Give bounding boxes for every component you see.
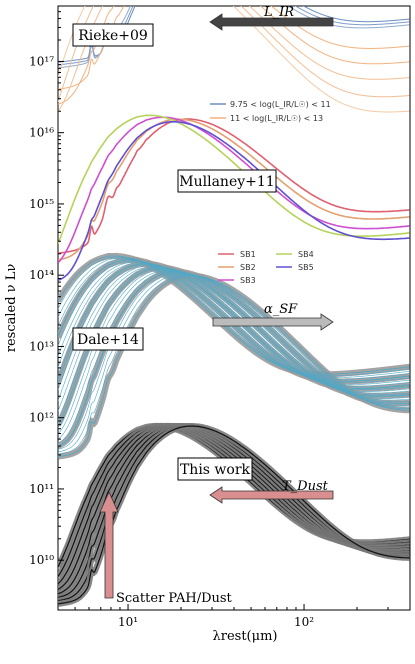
panel-1-series-1 (58, 118, 410, 261)
tdust-arrow (209, 486, 334, 504)
scatter-annotation: Scatter PAH/Dust (116, 591, 233, 606)
legend-label: SB2 (240, 263, 256, 272)
arrow-label: α_SF (264, 302, 298, 317)
y-tick-label: 10¹⁴ (29, 268, 54, 282)
legend-label: 9.75 < log(L_IR/L☉) < 11 (230, 100, 331, 109)
arrow-label: T_Dust (282, 479, 329, 494)
panel-2-curve (58, 257, 410, 378)
panel-2-curve (58, 265, 410, 401)
legend-label: SB4 (298, 250, 314, 259)
panel-1-series-4 (58, 121, 410, 282)
panel-2-curve (58, 264, 410, 390)
ticks-layer: 10¹⁰ 10¹¹ 10¹² 10¹³ 10¹⁴ 10¹⁵ 10¹⁶ 10¹⁷ 10¹ 10² (29, 11, 389, 629)
panel-2-curve (58, 256, 410, 377)
panel-0-series-7 (58, 6, 410, 113)
lir-arrow (209, 13, 334, 31)
panel-2-curve (58, 258, 410, 380)
arrow-label: L_IR (263, 5, 294, 20)
y-tick-label: 10¹⁷ (29, 54, 54, 68)
panel-0-series-3 (58, 6, 410, 90)
panel-label-box (72, 327, 144, 351)
panel-label-box (177, 457, 253, 481)
panel-label-box (177, 169, 277, 193)
panel-0-series-6 (58, 6, 410, 103)
panel-0-series-4 (58, 6, 410, 105)
y-tick-label: 10¹² (29, 411, 54, 425)
panel-1-series-2 (58, 116, 410, 264)
legend-label: SB1 (240, 250, 256, 259)
panel-0-series-5 (58, 6, 410, 112)
legend-label: SB5 (298, 263, 314, 272)
y-tick-label: 10¹⁵ (29, 197, 54, 211)
panel-1-series-0 (58, 118, 410, 254)
x-tick-label: 10² (294, 615, 314, 629)
x-axis-label: λrest(μm) (213, 629, 278, 644)
y-tick-label: 10¹⁰ (29, 553, 54, 567)
panel-label: Mullaney+11 (179, 174, 274, 190)
panel-2-curve (58, 275, 410, 457)
scatter-arrow (99, 491, 119, 599)
panel-label: This work (180, 462, 251, 478)
legend-label: 11 < log(L_IR/L☉) < 13 (230, 114, 323, 123)
labels-layer: Rieke+09 Mullaney+11 Dale+14 This work L_IR α… (72, 5, 334, 606)
panel-label: Dale+14 (77, 332, 139, 348)
y-axis-label: rescaled ν Lν (4, 264, 19, 353)
y-tick-label: 10¹³ (29, 339, 54, 353)
panel-2-curve (58, 255, 410, 375)
y-tick-label: 10¹⁶ (29, 126, 54, 140)
x-tick-label: 10¹ (118, 615, 138, 629)
legend-label: SB3 (240, 276, 256, 285)
y-tick-label: 10¹¹ (29, 482, 54, 496)
panel-label-box (72, 23, 154, 47)
alpha-arrow (212, 313, 334, 331)
panel-2-curve (58, 263, 410, 389)
panel-label: Rieke+09 (78, 28, 148, 44)
